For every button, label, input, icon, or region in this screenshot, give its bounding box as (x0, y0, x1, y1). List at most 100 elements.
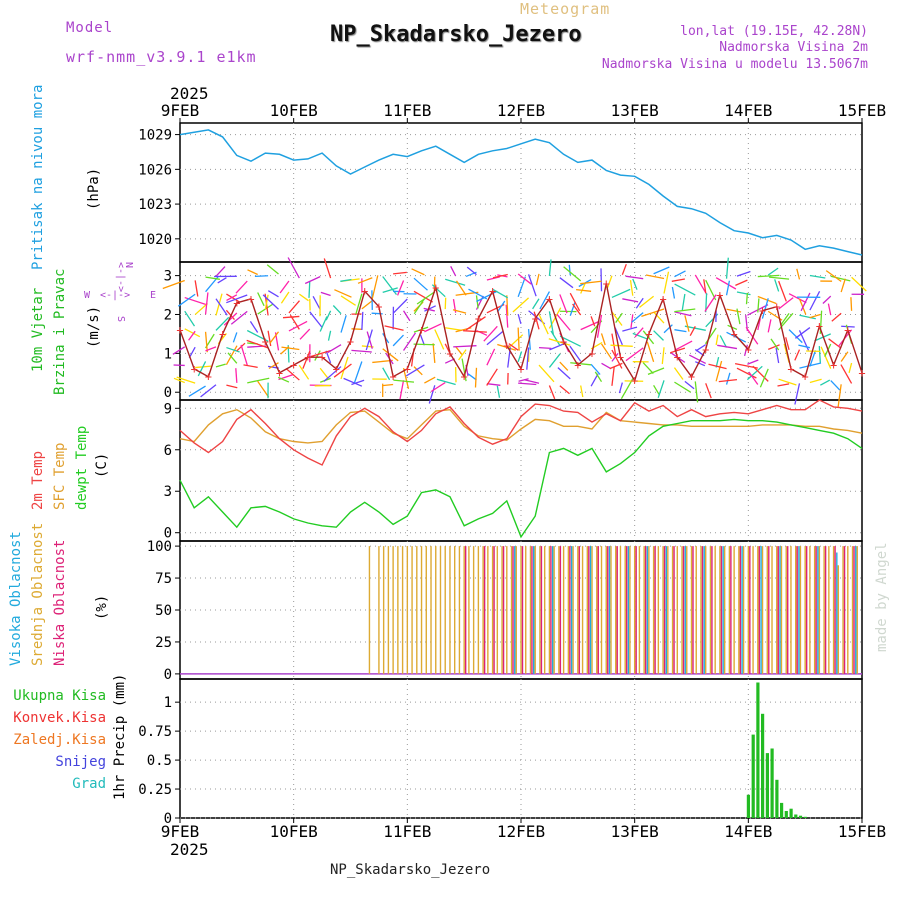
wind-arrow (796, 268, 801, 280)
precip-bar (789, 808, 793, 818)
wind-arrow (486, 330, 504, 346)
wind-point-marker: + (802, 370, 809, 384)
wind-arrow (559, 335, 581, 347)
wind-arrow (323, 258, 332, 279)
wind-point-marker: + (290, 358, 297, 372)
wind-arrow (424, 376, 436, 384)
precip-bar (780, 802, 784, 818)
wind-arrow (467, 373, 477, 381)
pressure-y-tick-label: 1020 (138, 232, 172, 248)
wind-point-marker: + (844, 323, 851, 337)
wind-arrow (818, 346, 821, 363)
wind-speed-line (179, 283, 863, 383)
wind-arrow (512, 297, 530, 313)
wind-arrow (611, 288, 631, 299)
wind-arrow (622, 298, 639, 303)
bottom-x-tick-label: 12FEB (497, 822, 545, 841)
wind-units: (m/s) (86, 306, 102, 348)
wind-arrow (225, 309, 235, 321)
wind-arrow (674, 311, 692, 317)
wind-arrow (703, 279, 707, 294)
top-x-tick-label: 13FEB (611, 101, 659, 120)
wind-arrow (539, 291, 550, 310)
wind-arrow (424, 305, 436, 312)
wind-point-marker: + (702, 342, 709, 356)
wind-arrow (268, 362, 279, 370)
wind-arrow (298, 364, 310, 380)
wind-arrow (548, 338, 571, 346)
wind-arrow (809, 313, 821, 319)
pressure-ylabel: Pritisak na nivou mora (30, 85, 46, 270)
precip-bar (746, 794, 750, 818)
wind-arrow (735, 279, 748, 286)
wind-arrow (663, 324, 673, 334)
wind-arrow (518, 378, 529, 382)
wind-arrow (820, 346, 832, 369)
wind-arrow (264, 294, 269, 310)
wind-arrow (393, 379, 415, 383)
top-x-tick-label: 10FEB (270, 101, 318, 120)
wind-arrow (399, 380, 405, 400)
wind-arrow (194, 280, 199, 297)
wind-point-marker: + (546, 292, 553, 306)
cloud-ylabel-low: Niska Oblacnost (52, 540, 68, 666)
wind-arrow (197, 361, 207, 377)
wind-point-marker: + (773, 300, 780, 314)
wind-arrow (778, 378, 797, 386)
wind-arrow (200, 384, 217, 398)
wind-point-marker: + (787, 362, 794, 376)
wind-arrow (620, 378, 634, 400)
wind-arrow (269, 331, 280, 344)
wind-arrow (674, 270, 686, 278)
wind-arrow (402, 310, 411, 322)
pressure-y-tick-label: 1029 (138, 128, 172, 144)
wind-arrow (340, 315, 347, 333)
wind-arrow (416, 291, 436, 305)
wind-point-marker: + (205, 370, 212, 384)
wind-point-marker: + (276, 366, 283, 380)
precip-bar (794, 814, 798, 818)
wind-point-marker: + (432, 280, 439, 294)
wind-arrow (625, 347, 644, 362)
wind-arrow (392, 334, 404, 347)
wind-arrow (757, 318, 761, 331)
wind-arrow (355, 293, 363, 315)
wind-arrow (247, 269, 258, 276)
wind-point-marker: + (475, 311, 482, 325)
wind-arrow (432, 343, 436, 363)
wind-arrow (247, 377, 270, 384)
wind-arrow (695, 361, 706, 367)
wind-arrow (775, 347, 780, 364)
wind-arrow (298, 293, 309, 302)
top-x-tick-label: 11FEB (383, 101, 431, 120)
pressure-units: (hPa) (86, 168, 102, 210)
wind-arrow (411, 268, 425, 276)
wind-point-marker: + (333, 362, 340, 376)
wind-point-marker: + (617, 350, 624, 364)
temp-ylabel-sfc: SFC Temp (52, 443, 68, 510)
wind-arrow (226, 346, 240, 353)
wind-arrow (466, 266, 477, 276)
wind-arrow (759, 368, 769, 388)
wind-arrow (455, 280, 467, 296)
wind-arrow (393, 271, 407, 275)
wind-arrow (413, 290, 434, 303)
wind-arrow (635, 297, 644, 309)
wind-arrow (496, 385, 501, 398)
wind-arrow (475, 295, 479, 309)
elevation-text: Nadmorska Visina 2m (719, 40, 868, 55)
wind-arrow (830, 275, 851, 282)
wind-arrow (705, 383, 712, 399)
wind-arrow (559, 385, 570, 395)
wind-arrow (752, 365, 769, 382)
wind-arrow (625, 275, 644, 280)
wind-y-tick-label: 1 (164, 346, 172, 362)
wind-arrow (840, 278, 846, 293)
wind-arrow (226, 294, 248, 304)
wind-arrow (486, 348, 496, 366)
wind-arrow (641, 308, 665, 318)
wind-arrow (361, 300, 373, 310)
precip-bar (770, 748, 774, 818)
model-label: Model (66, 20, 114, 36)
wind-arrow (302, 351, 311, 369)
